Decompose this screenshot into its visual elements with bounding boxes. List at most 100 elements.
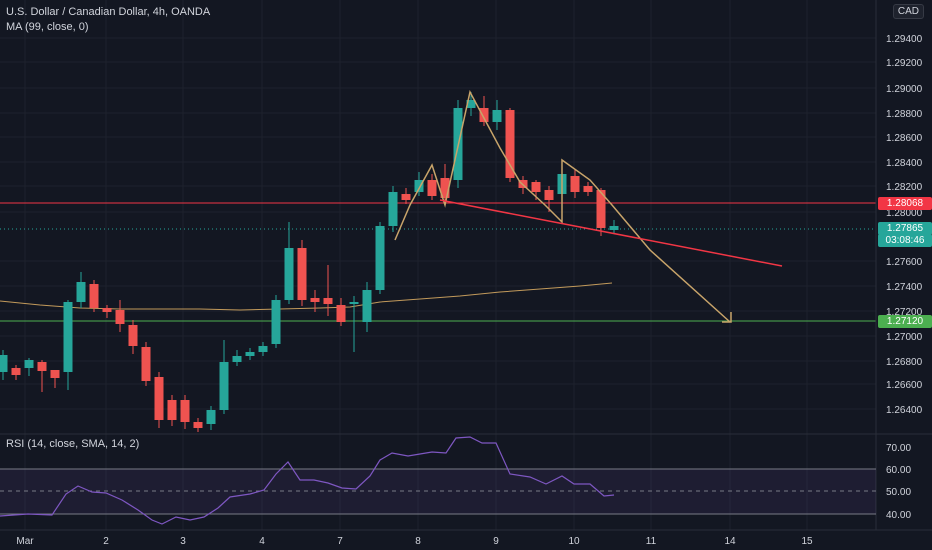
- grid-lines: [0, 0, 876, 530]
- rsi-tick-label: 60.00: [886, 465, 911, 476]
- candle-body: [232, 356, 242, 362]
- candle: [128, 320, 138, 354]
- candle-body: [479, 108, 489, 122]
- price-tick-label: 1.26800: [886, 357, 923, 368]
- candle: [180, 395, 190, 429]
- candle-body: [37, 362, 47, 371]
- candle-body: [609, 226, 619, 230]
- candle-body: [245, 352, 255, 356]
- time-axis[interactable]: Mar 2 3 4 7 8 9 10 11 14 15: [16, 536, 813, 547]
- candle: [76, 272, 86, 308]
- candle: [479, 96, 489, 126]
- candle-body: [154, 377, 164, 420]
- time-tick-label: 10: [568, 536, 580, 547]
- candle: [362, 282, 372, 332]
- candle: [427, 174, 437, 200]
- time-tick-label: 11: [646, 536, 657, 547]
- candle: [219, 340, 229, 414]
- candle: [232, 350, 242, 366]
- countdown-badge: 03:08:46: [878, 234, 932, 247]
- candle: [11, 365, 21, 380]
- candle-body: [76, 282, 86, 302]
- candle: [401, 188, 411, 204]
- candle-body: [440, 178, 450, 198]
- candle-body: [11, 368, 21, 375]
- candle-body: [401, 194, 411, 200]
- time-tick-label: 14: [724, 536, 736, 547]
- time-tick-label: 3: [180, 536, 186, 547]
- price-tick-label: 1.28400: [886, 158, 923, 169]
- time-tick-label: 8: [415, 536, 421, 547]
- support-price-badge: 1.27120: [878, 315, 932, 328]
- rsi-line: [0, 436, 615, 525]
- ma-legend[interactable]: MA (99, close, 0): [6, 21, 89, 33]
- resistance-price-badge: 1.28068: [878, 197, 932, 210]
- candle-body: [24, 360, 34, 368]
- time-tick-label: 4: [259, 536, 265, 547]
- candle: [596, 188, 606, 236]
- price-tick-label: 1.29400: [886, 34, 923, 45]
- time-tick-label: Mar: [16, 536, 34, 547]
- candle-body: [128, 325, 138, 346]
- time-tick-label: 15: [801, 536, 813, 547]
- candle-body: [544, 190, 554, 200]
- candle-body: [570, 176, 580, 192]
- target-arrow-icon: [722, 312, 732, 323]
- candle-body: [427, 180, 437, 196]
- price-tick-label: 1.28200: [886, 182, 923, 193]
- symbol-legend[interactable]: U.S. Dollar / Canadian Dollar, 4h, OANDA: [6, 6, 211, 18]
- candle: [115, 300, 125, 332]
- time-tick-label: 7: [337, 536, 343, 547]
- neckline-trendline[interactable]: [439, 199, 783, 267]
- rsi-legend[interactable]: RSI (14, close, SMA, 14, 2): [6, 438, 140, 450]
- candle-body: [50, 370, 60, 378]
- candle: [154, 372, 164, 428]
- candle: [349, 296, 359, 352]
- candle: [609, 220, 619, 234]
- candle-body: [323, 298, 333, 304]
- pattern-drawing[interactable]: [394, 89, 731, 323]
- candle-body: [466, 100, 476, 108]
- time-tick-label: 9: [493, 536, 499, 547]
- candle: [37, 360, 47, 392]
- candlestick-series: [0, 92, 619, 432]
- candle: [544, 186, 554, 212]
- candle: [466, 92, 476, 116]
- candle-body: [115, 310, 125, 324]
- candle: [193, 418, 203, 432]
- candle-body: [193, 422, 203, 428]
- candle: [141, 342, 151, 386]
- candle: [167, 395, 177, 426]
- candle-body: [271, 300, 281, 344]
- rsi-tick-label: 70.00: [886, 443, 911, 454]
- currency-button[interactable]: CAD: [892, 4, 924, 19]
- candle: [206, 406, 216, 430]
- candle-body: [167, 400, 177, 420]
- candle-body: [596, 190, 606, 228]
- rsi-tick-label: 50.00: [886, 487, 911, 498]
- candle-body: [583, 186, 593, 192]
- candle-body: [89, 284, 99, 308]
- candle: [63, 300, 73, 390]
- candle-body: [362, 290, 372, 322]
- price-tick-label: 1.28800: [886, 109, 923, 120]
- candle: [271, 295, 281, 348]
- candle-body: [258, 346, 268, 352]
- rsi-tick-label: 40.00: [886, 510, 911, 521]
- candle: [414, 172, 424, 196]
- candle-body: [102, 308, 112, 312]
- candle-body: [388, 192, 398, 226]
- price-axis[interactable]: 1.29400 1.29200 1.29000 1.28800 1.28600 1.284…: [886, 34, 923, 416]
- candle: [492, 100, 502, 130]
- candle: [440, 164, 450, 202]
- candle: [0, 350, 8, 380]
- candle: [297, 240, 307, 306]
- candle-body: [505, 110, 515, 178]
- rsi-axis[interactable]: 70.00 60.00 50.00 40.00: [886, 443, 911, 521]
- candle-body: [0, 355, 8, 372]
- candle-body: [531, 182, 541, 192]
- time-tick-label: 2: [103, 536, 109, 547]
- candle: [50, 370, 60, 388]
- candle-body: [310, 298, 320, 302]
